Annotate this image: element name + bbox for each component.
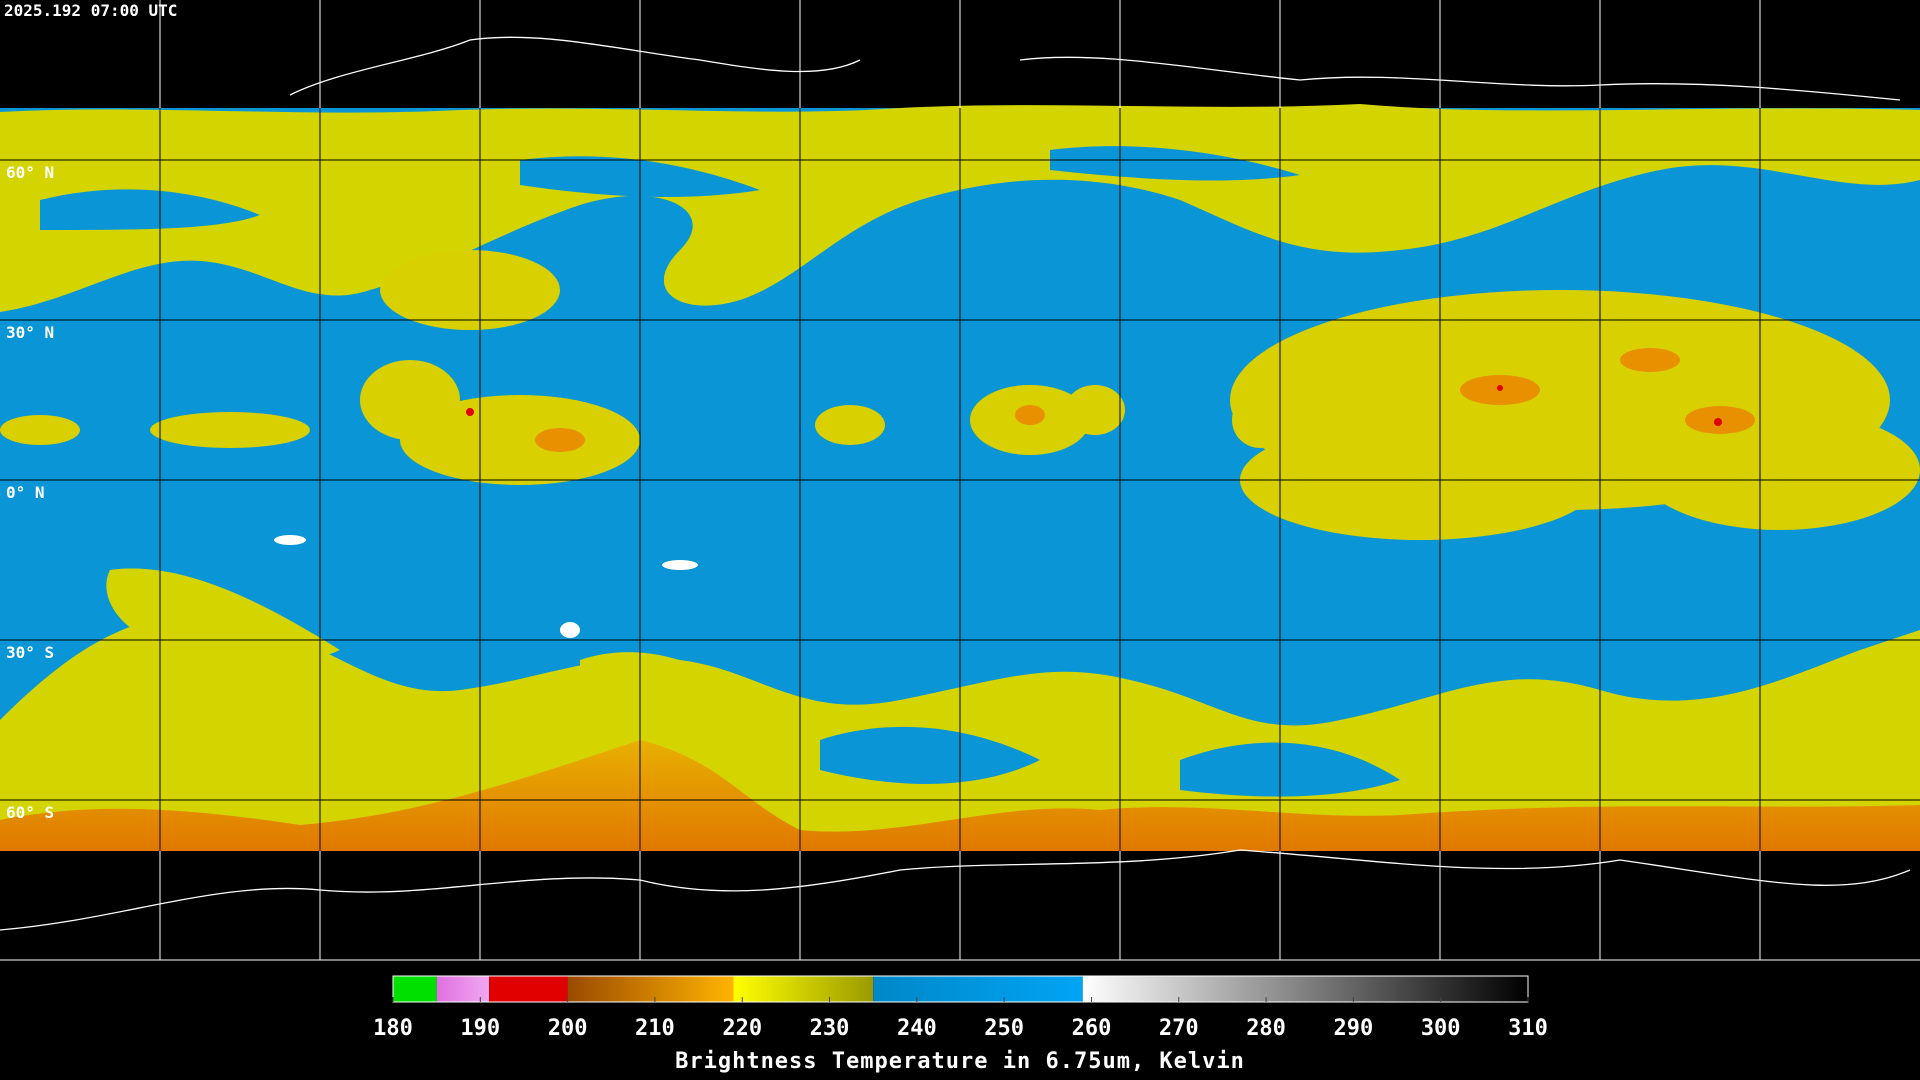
colorbar-tick-label: 300: [1421, 1016, 1461, 1041]
colorbar-title: Brightness Temperature in 6.75um, Kelvin: [675, 1049, 1245, 1074]
south-moist-tongue: [820, 726, 1400, 797]
latitude-labels: 60° N 30° N 0° N 30° S 60° S: [6, 163, 54, 822]
colorbar-tick-label: 180: [373, 1016, 413, 1041]
graticule: [0, 0, 1920, 961]
colorbar-tick-label: 250: [984, 1016, 1024, 1041]
colorbar-segment: [489, 976, 568, 1002]
colorbar-tick-label: 230: [810, 1016, 850, 1041]
colorbar-tick-label: 260: [1072, 1016, 1112, 1041]
colorbar-tick-label: 190: [460, 1016, 500, 1041]
colorbar-segment: [393, 976, 437, 1002]
colorbar-segment: [873, 976, 1083, 1002]
colorbar-tick-label: 280: [1246, 1016, 1286, 1041]
colorbar-tick-label: 210: [635, 1016, 675, 1041]
latitude-label: 60° N: [6, 163, 54, 182]
colorbar-tick-label: 200: [548, 1016, 588, 1041]
north-moist-tongue: [40, 146, 1300, 230]
colorbar-tick-label: 240: [897, 1016, 937, 1041]
colorbar-segment: [436, 976, 490, 1002]
colorbar-tick-label: 310: [1508, 1016, 1548, 1041]
cold-tops: [466, 385, 1722, 426]
latitude-label: 30° N: [6, 323, 54, 342]
latitude-label: 30° S: [6, 643, 54, 662]
colorbar-segment: [733, 976, 874, 1002]
south-pacific-plume: [106, 568, 761, 704]
tropical-clusters: [0, 250, 1920, 540]
latitude-label: 0° N: [6, 483, 45, 502]
colorbar-frame: [392, 975, 1529, 1003]
timestamp: 2025.192 07:00 UTC: [4, 1, 177, 20]
latitude-label: 60° S: [6, 803, 54, 822]
warm-spots: [274, 535, 698, 638]
colorbar-segment: [1082, 976, 1528, 1002]
colorbar-tick-label: 270: [1159, 1016, 1199, 1041]
colorbar-tick-label: 220: [722, 1016, 762, 1041]
colorbar-tick-label: 290: [1334, 1016, 1374, 1041]
colorbar: 180 190 200 210 220 230 240 250 260 270 280 290 300 3…: [373, 975, 1548, 1041]
colorbar-segment: [567, 976, 734, 1002]
